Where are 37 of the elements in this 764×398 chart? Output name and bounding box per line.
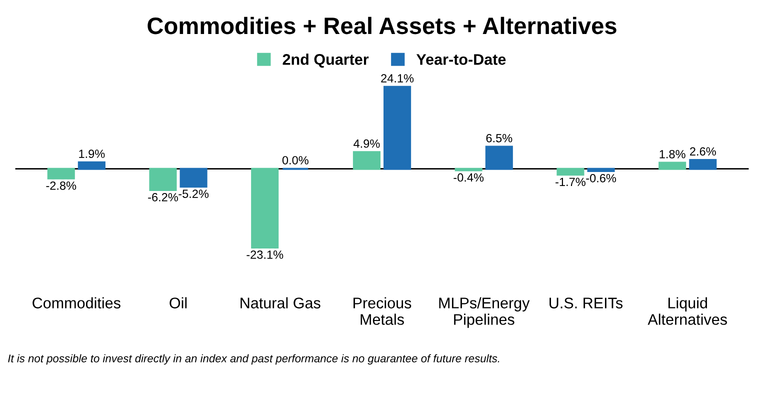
bar bbox=[384, 86, 412, 170]
bar bbox=[689, 158, 717, 170]
bar bbox=[587, 168, 615, 172]
legend-label: Year-to-Date bbox=[416, 54, 506, 65]
x-tick-label: Oil bbox=[170, 297, 187, 308]
x-tick-label: Commodities bbox=[32, 297, 120, 308]
data-label: 4.9% bbox=[354, 139, 380, 148]
data-label: -1.7% bbox=[556, 178, 586, 186]
data-label: -0.4% bbox=[454, 173, 484, 182]
bar bbox=[658, 162, 686, 170]
data-label: 1.8% bbox=[660, 150, 686, 158]
x-tick-label: U.S. REITs bbox=[550, 298, 623, 308]
data-label: -0.6% bbox=[586, 174, 616, 182]
chart-title: Commodities + Real Assets + Alternatives bbox=[148, 16, 616, 34]
data-label: 1.9% bbox=[79, 150, 105, 158]
bar bbox=[180, 168, 208, 188]
bar bbox=[352, 151, 380, 170]
bar bbox=[556, 168, 584, 176]
bar bbox=[47, 168, 75, 180]
data-label: -2.8% bbox=[46, 181, 76, 190]
data-label: 2.6% bbox=[690, 147, 716, 156]
data-label: 0.0% bbox=[282, 156, 308, 164]
text: It is not possible to invest directly in an index and past performance is no guarantee of future results. bbox=[8, 354, 500, 365]
data-label: -6.2% bbox=[148, 193, 178, 202]
data-label: 6.5% bbox=[486, 134, 512, 142]
data-label: 24.1% bbox=[381, 74, 414, 82]
x-tick-label: MLPs/Energy Pipelines bbox=[439, 297, 530, 328]
x-tick-label: Precious Metals bbox=[354, 297, 412, 325]
bar bbox=[485, 146, 513, 170]
bar bbox=[149, 168, 177, 191]
data-label: -23.1% bbox=[246, 250, 284, 259]
x-tick-label: Liquid Alternatives bbox=[648, 297, 727, 325]
data-label: -5.2% bbox=[178, 190, 209, 198]
legend-label: 2nd Quarter bbox=[282, 54, 369, 68]
bar bbox=[251, 168, 279, 248]
bar bbox=[78, 161, 106, 170]
x-tick-label: Natural Gas bbox=[240, 297, 320, 308]
